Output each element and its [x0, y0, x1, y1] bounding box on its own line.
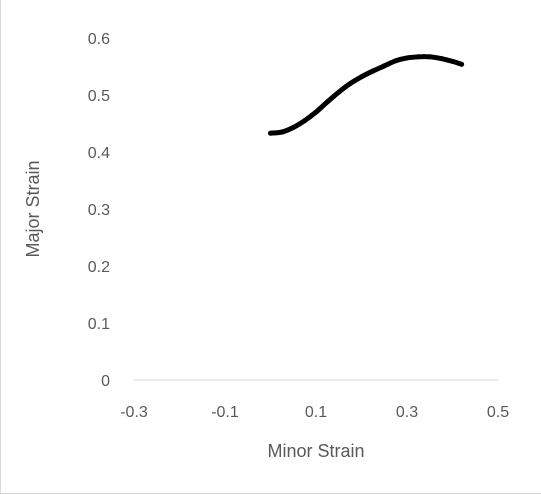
x-tick-label: 0.1	[305, 404, 327, 421]
data-point	[347, 81, 353, 87]
series-layer	[268, 54, 465, 136]
y-axis-title: Major Strain	[23, 160, 43, 257]
data-point	[313, 109, 319, 115]
data-point	[427, 54, 433, 60]
x-tick-label: -0.3	[120, 404, 148, 421]
data-point	[268, 130, 273, 136]
data-point	[290, 124, 296, 130]
data-point	[415, 54, 421, 60]
y-tick-label: 0.5	[88, 88, 110, 105]
data-point	[359, 74, 364, 80]
x-tick-label: 0.5	[487, 404, 509, 421]
data-point	[438, 56, 444, 62]
data-point	[404, 55, 410, 61]
x-tick-labels: -0.3 -0.1 0.1 0.3 0.5	[120, 404, 509, 421]
data-point	[450, 58, 455, 64]
x-tick-label: 0.3	[396, 404, 418, 421]
data-point	[336, 89, 342, 95]
data-point	[279, 129, 285, 135]
series-line-0	[268, 54, 465, 136]
data-point	[302, 118, 308, 124]
y-tick-label: 0.6	[88, 31, 110, 48]
data-point	[381, 63, 387, 69]
y-tick-label: 0	[101, 373, 110, 390]
x-axis-title: Minor Strain	[267, 441, 364, 461]
x-tick-label: -0.1	[211, 404, 239, 421]
y-tick-labels: 0 0.1 0.2 0.3 0.4 0.5 0.6	[88, 31, 110, 390]
y-tick-label: 0.4	[88, 145, 110, 162]
y-tick-label: 0.3	[88, 202, 110, 219]
data-point	[370, 68, 376, 74]
data-point	[393, 58, 399, 64]
y-tick-label: 0.1	[88, 316, 110, 333]
y-tick-label: 0.2	[88, 259, 110, 276]
data-point	[459, 61, 465, 67]
data-point	[324, 99, 330, 105]
